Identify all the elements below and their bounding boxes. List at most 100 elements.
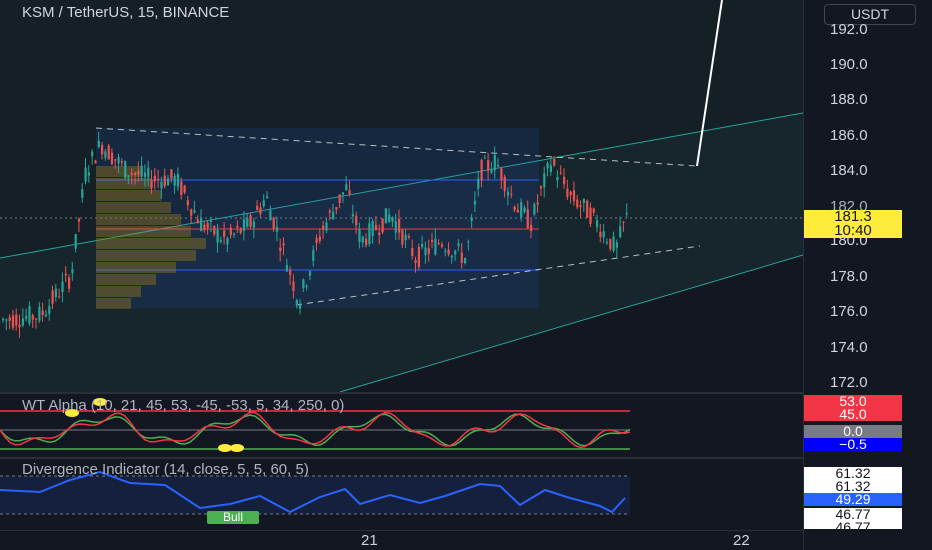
candle-body [328, 210, 331, 213]
volume-profile-bar [96, 190, 161, 201]
candle-body [170, 169, 173, 179]
candle-body [318, 236, 321, 242]
candle-body [249, 215, 252, 227]
candle-body [163, 175, 166, 187]
candle-body [54, 288, 57, 298]
candle-body [351, 214, 354, 217]
price-tick: 192.0 [830, 21, 868, 38]
price-tick: 190.0 [830, 56, 868, 73]
candle-body [110, 152, 114, 165]
wt-signal-dot [230, 444, 244, 452]
candle-body [516, 209, 519, 213]
candle-body [219, 240, 222, 242]
candle-body [25, 315, 28, 319]
candle-body [503, 176, 506, 191]
time-axis[interactable]: 21 22 [0, 530, 803, 550]
candle-body [226, 238, 229, 245]
candle-body [549, 165, 552, 173]
candle-body [104, 151, 107, 158]
candle-body [213, 226, 216, 235]
candle-body [8, 317, 11, 321]
candle-body [520, 202, 523, 218]
candle-body [180, 181, 183, 196]
currency-button[interactable]: USDT [824, 4, 916, 25]
candle-body [272, 217, 275, 229]
projection-line [696, 0, 723, 167]
chart-area[interactable]: KSM / TetherUS, 15, BINANCE WT Alpha (10… [0, 0, 803, 530]
wt-signal-dot [65, 409, 79, 417]
candle-body [101, 144, 104, 155]
candle-body [381, 218, 384, 233]
candle-body [229, 227, 232, 236]
volume-profile-bar [96, 274, 156, 285]
candle-body [134, 172, 137, 176]
candle-body [480, 159, 483, 181]
candle-body [612, 236, 615, 251]
candle-body [384, 208, 387, 224]
candle-body [490, 170, 493, 173]
candle-body [77, 218, 81, 222]
price-chart[interactable] [0, 0, 803, 530]
candle-body [625, 213, 628, 215]
candle-body [582, 198, 585, 204]
candle-body [183, 185, 186, 193]
candle-body [44, 314, 48, 317]
symbol-title[interactable]: KSM / TetherUS, 15, BINANCE [22, 4, 230, 21]
candle-body [120, 161, 123, 163]
div-badge: 46.77 [804, 521, 902, 529]
candle-body [539, 186, 543, 189]
divergence-indicator-title[interactable]: Divergence Indicator (14, close, 5, 5, 6… [22, 461, 309, 478]
channel-lower-line [339, 254, 803, 393]
candle-body [579, 205, 582, 207]
candle-body [124, 161, 127, 179]
candle-body [18, 324, 21, 328]
candle-body [338, 194, 341, 203]
candle-body [68, 277, 71, 289]
volume-profile-bar [96, 286, 141, 297]
candle-body [140, 165, 143, 177]
candle-body [536, 202, 539, 205]
candle-body [91, 151, 94, 157]
wt-indicator-title[interactable]: WT Alpha (10, 21, 45, 53, -45, -53, 5, 3… [22, 397, 345, 414]
candle-body [15, 314, 18, 326]
candle-body [533, 204, 536, 215]
candle-body [348, 190, 351, 194]
candle-body [404, 234, 407, 240]
candle-body [467, 241, 470, 243]
candle-body [341, 192, 345, 195]
candle-body [236, 225, 239, 228]
candle-body [31, 315, 34, 320]
candle-body [411, 248, 414, 257]
candle-body [556, 176, 559, 181]
candle-body [605, 242, 609, 244]
channel-upper-fill [0, 0, 803, 258]
candle-body [619, 226, 622, 238]
candle-body [61, 281, 64, 293]
candle-body [543, 173, 546, 188]
candle-body [473, 200, 477, 205]
wt-badge-lower: 45.0 [804, 407, 902, 421]
candle-body [361, 236, 364, 243]
candle-body [299, 304, 302, 309]
candle-body [500, 168, 503, 181]
candle-body [117, 157, 120, 164]
price-axis[interactable]: USDT 192.0 190.0 188.0 186.0 184.0 182.0… [803, 0, 932, 550]
candle-body [41, 310, 44, 315]
candle-body [609, 238, 612, 250]
candle-body [312, 250, 315, 261]
candle-body [130, 173, 133, 175]
candle-body [233, 233, 236, 235]
volume-profile-bar [96, 178, 151, 189]
div-badge: 46.77 [804, 507, 902, 521]
candle-body [186, 200, 189, 206]
wt-line-2 [0, 411, 631, 449]
wt-badge-value: −0.5 [804, 437, 902, 451]
candle-body [256, 205, 259, 210]
candle-body [239, 228, 242, 233]
candle-body [530, 224, 533, 232]
wt-signal-dot [218, 444, 232, 452]
candle-body [576, 199, 579, 208]
div-badge-current: 49.29 [804, 492, 902, 506]
candle-body [417, 246, 420, 268]
candle-body [114, 159, 117, 161]
